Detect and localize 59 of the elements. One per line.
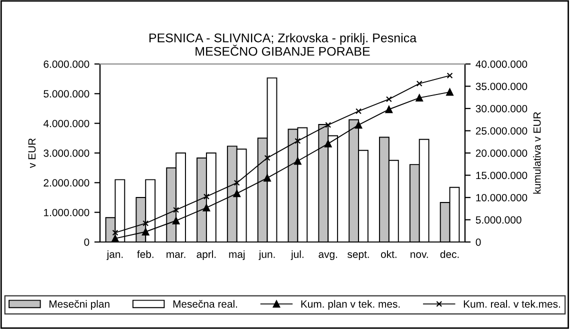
- legend-label: Mesečna real.: [173, 300, 238, 308]
- point: [233, 190, 241, 198]
- point: [173, 206, 180, 213]
- x-tick-label: maj: [229, 250, 245, 260]
- x-tick-label: okt.: [381, 250, 396, 258]
- point: [416, 94, 424, 102]
- point: [324, 140, 332, 148]
- legend-label: Mesečni plan: [50, 300, 110, 310]
- x-tick-label: avg.: [318, 252, 338, 260]
- point: [142, 220, 149, 226]
- y-axis-title: v EUR: [28, 138, 36, 168]
- y2-tick-label: 35.000.000: [476, 82, 528, 90]
- point: [446, 72, 453, 79]
- y2-tick-label: 30.000.000: [476, 105, 528, 112]
- y-tick-label: 5.000.000: [44, 90, 90, 98]
- point: [112, 234, 119, 242]
- y2-axis-title: kumulativa v EUR: [533, 112, 541, 194]
- x-tick-label: mar.: [166, 252, 186, 258]
- y2-tick-label: 10.000.000: [476, 194, 528, 202]
- y2-tick-label: 0: [476, 238, 481, 246]
- y-tick-label: 3.000.000: [44, 150, 90, 157]
- y-tick-label: 4.000.000: [43, 120, 90, 128]
- x-tick-label: aprl.: [196, 250, 216, 260]
- point: [325, 122, 332, 128]
- x-tick-label: jun.: [258, 250, 275, 260]
- y-tick-label: 1.000.000: [44, 208, 90, 216]
- point: [385, 106, 393, 114]
- y2-tick-label: 25.000.000: [476, 127, 528, 135]
- point: [386, 96, 392, 102]
- x-tick-label: dec.: [440, 250, 459, 258]
- x-tick-label: sept.: [348, 251, 369, 260]
- point: [202, 204, 210, 212]
- y2-tick-label: 15.000.000: [476, 172, 528, 180]
- legend-label: Kum. real. v tek.mes.: [464, 300, 560, 308]
- y2-tick-label: 20.000.000: [476, 150, 528, 157]
- point: [446, 88, 454, 96]
- point: [264, 154, 270, 161]
- y-tick-label: 2.000.000: [44, 179, 90, 187]
- point: [112, 230, 118, 236]
- point: [294, 157, 302, 165]
- y2-tick-label: 40.000.000: [476, 60, 528, 68]
- point: [234, 180, 240, 186]
- point: [203, 194, 210, 200]
- y-tick-label: 6.000.000: [44, 60, 90, 68]
- point: [356, 108, 362, 114]
- chart-title: PESNICA - SLIVNICA; Zrkovska - priklj. Pesnica MESEČNO GIBANJE PORABE: [149, 33, 417, 56]
- y-tick-label: 0: [84, 238, 90, 246]
- point: [264, 174, 271, 182]
- point: [142, 228, 150, 236]
- x-tick-label: jul.: [290, 250, 304, 260]
- x-tick-label: feb.: [137, 250, 154, 258]
- point: [294, 138, 301, 144]
- point: [172, 216, 180, 224]
- point: [416, 80, 422, 87]
- point: [354, 121, 362, 129]
- x-tick-label: jan.: [106, 250, 123, 260]
- y2-tick-label: 5.000.000: [476, 216, 522, 224]
- legend-label: Kum. plan v tek. mes.: [301, 300, 400, 310]
- x-tick-label: nov.: [410, 252, 428, 258]
